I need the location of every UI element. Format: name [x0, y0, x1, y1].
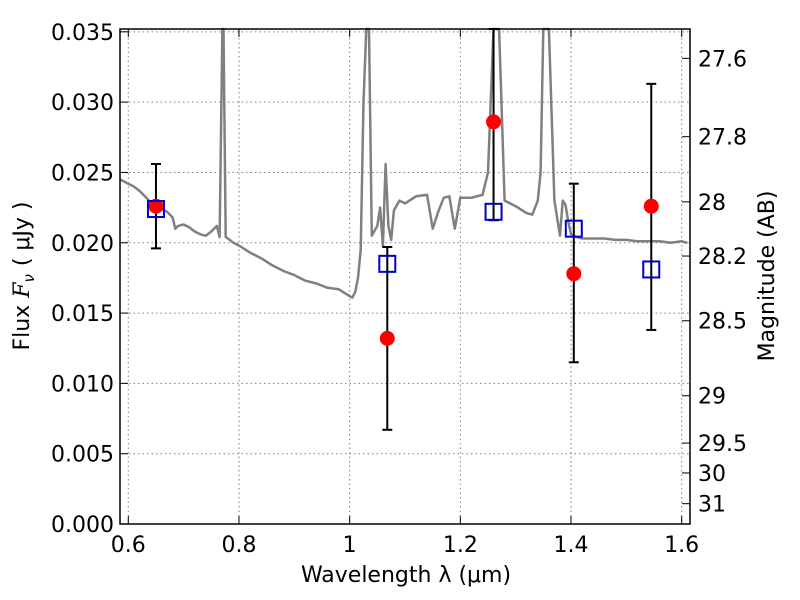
plot-frame: [119, 28, 691, 525]
x-tick-label: 1.6: [664, 533, 699, 558]
y-axis-label-prefix: Flux: [10, 298, 35, 351]
y-tick-label: 0.010: [51, 372, 114, 397]
axis-ticks: [120, 29, 690, 525]
observed-point: [566, 266, 582, 282]
model-photometry-points: [146, 200, 661, 279]
right-tick-label: 27.6: [698, 47, 747, 72]
x-tick-label: 1: [343, 533, 357, 558]
y-axis-label: Flux Fν ( μJy ): [10, 201, 38, 350]
right-tick-label: 28.2: [698, 245, 747, 270]
model-point: [484, 202, 503, 221]
y-tick-label: 0.035: [51, 21, 114, 46]
y-tick-label: 0.000: [51, 513, 114, 538]
observed-point: [643, 198, 659, 214]
right-axis-label: Magnitude (AB): [755, 191, 780, 362]
x-tick-label: 0.8: [221, 533, 256, 558]
y-axis-label-subscript: ν: [20, 274, 38, 282]
right-tick-label: 29: [698, 385, 726, 410]
model-point: [146, 200, 165, 218]
x-tick-label: 1.2: [443, 533, 478, 558]
y-axis-label-symbol: F: [10, 282, 35, 299]
model-point: [642, 260, 661, 279]
x-axis-label: Wavelength λ (μm): [301, 563, 511, 588]
observed-point: [486, 114, 502, 130]
right-tick-label: 27.8: [698, 126, 747, 151]
right-tick-label: 28.5: [698, 310, 747, 335]
tick-labels: 0.6 0.8 1 1.2 1.4 1.6 0.000 0.005 0.010 0.015 0.02…: [51, 21, 747, 558]
observed-point: [148, 198, 164, 214]
observed-point: [379, 330, 395, 346]
spectrum-line: [119, 27, 688, 299]
model-point: [564, 219, 583, 238]
x-tick-label: 1.4: [554, 533, 589, 558]
model-point: [378, 254, 397, 273]
model-spectrum: [119, 27, 688, 299]
right-tick-label: 29.5: [698, 432, 747, 457]
right-tick-label: 31: [698, 493, 726, 518]
y-tick-label: 0.020: [51, 232, 114, 257]
right-tick-label: 30: [698, 462, 726, 487]
right-tick-label: 28: [698, 191, 726, 216]
observed-points: [148, 114, 659, 346]
y-tick-label: 0.005: [51, 443, 114, 468]
y-tick-label: 0.030: [51, 91, 114, 116]
x-tick-label: 0.6: [111, 533, 146, 558]
y-tick-label: 0.025: [51, 161, 114, 186]
y-tick-label: 0.015: [51, 302, 114, 327]
y-axis-label-unit: ( μJy ): [10, 201, 35, 266]
grid-lines: [120, 29, 690, 525]
